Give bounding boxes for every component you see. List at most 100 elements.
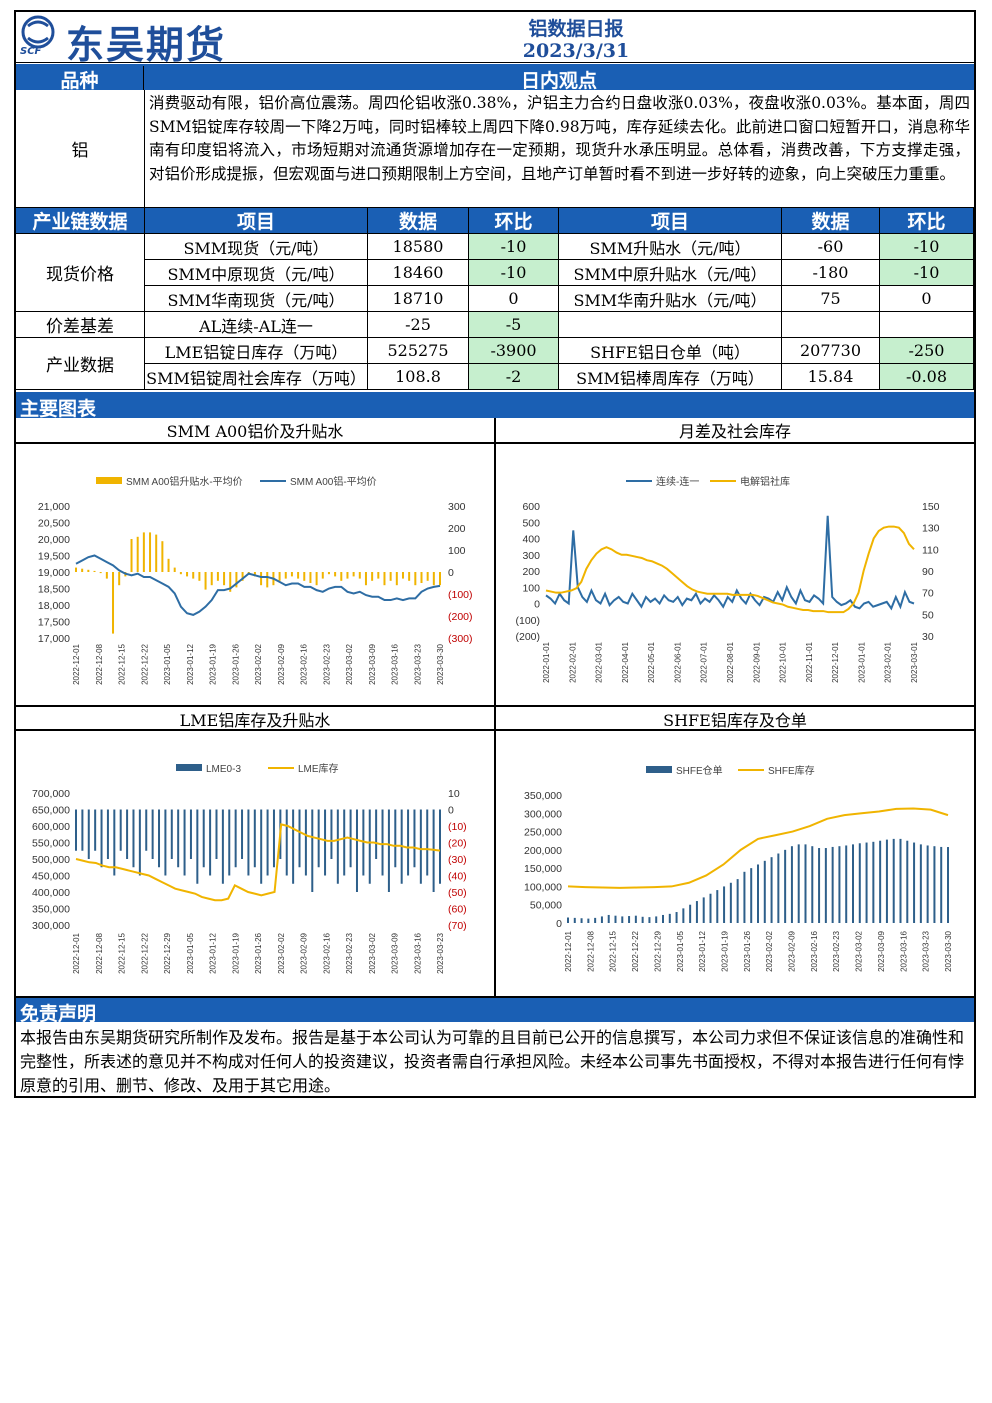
y-left-tick: (200) <box>515 631 540 643</box>
bar-mark <box>266 809 269 876</box>
bar-mark <box>87 809 90 859</box>
bar-mark <box>933 846 936 923</box>
bar-mark <box>235 572 238 588</box>
table-cell-item1: SMM现货（元/吨） <box>145 234 368 260</box>
table-cell-item1: LME铝锭日库存（万吨） <box>145 338 368 364</box>
bar-mark <box>879 840 882 923</box>
table-header-0: 产业链数据 <box>16 208 145 234</box>
bar-mark <box>858 843 861 923</box>
x-tick: 2022-02-01 <box>568 641 577 682</box>
bar-mark <box>229 572 232 592</box>
x-tick: 2023-02-23 <box>322 643 331 684</box>
disclaimer-title: 免责声明 <box>20 1003 97 1025</box>
x-tick: 2023-03-09 <box>391 932 400 973</box>
bar-mark <box>797 844 800 923</box>
bar-mark <box>414 572 417 586</box>
group-name: 现货价格 <box>16 234 145 312</box>
x-tick: 2022-11-01 <box>805 641 814 682</box>
x-tick: 2023-03-02 <box>368 932 377 973</box>
x-tick: 2023-02-09 <box>300 932 309 973</box>
y-right-tick: (30) <box>448 854 467 866</box>
bar-mark <box>600 916 603 923</box>
x-tick: 2023-01-05 <box>186 932 195 973</box>
bar-mark <box>573 917 576 923</box>
x-tick: 2022-12-15 <box>118 932 127 973</box>
x-tick: 2023-02-09 <box>788 930 797 971</box>
y-left-tick: 18,500 <box>38 584 70 596</box>
bar-mark <box>885 839 888 923</box>
bar-mark <box>872 841 875 923</box>
bar-mark <box>297 572 300 579</box>
bar-mark <box>93 570 96 572</box>
chart-vdivider <box>494 418 496 1002</box>
y-left-tick: 500 <box>522 517 540 529</box>
table-cell-val2: 15.84 <box>782 364 880 390</box>
bar-mark <box>426 572 429 581</box>
bar-mark <box>845 845 848 923</box>
bar-mark <box>947 847 949 923</box>
legend-label: LME库存 <box>298 762 339 775</box>
bar-mark <box>729 882 732 923</box>
x-tick: 2023-01-01 <box>857 641 866 682</box>
table-cell-item2 <box>559 312 782 338</box>
report-frame: SCF 东吴期货 铝数据日报 2023/3/31 品种 日内观点 铝 消费驱动有… <box>14 10 976 1098</box>
x-tick: 2023-03-09 <box>877 930 886 971</box>
x-tick: 2023-03-23 <box>436 932 445 973</box>
table-cell-chg1: -10 <box>469 260 559 286</box>
bar-mark <box>587 918 590 923</box>
y-left-tick: 200,000 <box>524 845 562 857</box>
x-tick: 2023-01-19 <box>231 932 240 973</box>
bar-mark <box>607 914 610 923</box>
legend-label: SMM A00铝升贴水-平均价 <box>126 475 243 488</box>
table-cell-item1: SMM中原现货（元/吨） <box>145 260 368 286</box>
bar-mark <box>75 567 77 572</box>
bar-mark <box>278 572 281 581</box>
bar-mark <box>94 809 97 851</box>
bar-mark <box>364 572 367 586</box>
x-tick: 2023-02-23 <box>832 930 841 971</box>
y-left-tick: 350,000 <box>32 904 70 916</box>
bar-mark <box>401 572 404 579</box>
y-right-tick: 90 <box>922 566 934 578</box>
series-line <box>567 807 949 889</box>
bar-mark <box>81 809 84 851</box>
legend-swatch <box>176 764 202 771</box>
bar-mark <box>105 572 108 579</box>
bar-mark <box>358 572 361 579</box>
bar-mark <box>614 915 617 923</box>
bar-mark <box>192 572 195 579</box>
bar-mark <box>346 572 349 579</box>
y-left-tick: 500,000 <box>32 854 70 866</box>
chart-spread-stock: 连续-连一 电解铝社库 600 500 400 300 200 100 0 (100) (200) 1… <box>515 475 939 683</box>
group-name: 产业数据 <box>16 338 145 390</box>
x-tick: 2023-02-16 <box>322 932 331 973</box>
table-cell-chg1: 0 <box>469 286 559 312</box>
bar-mark <box>368 809 371 884</box>
x-tick: 2023-03-16 <box>391 643 400 684</box>
table-cell-chg2 <box>880 312 974 338</box>
x-tick: 2023-02-02 <box>254 643 263 684</box>
y-left-tick: 600 <box>522 501 540 513</box>
y-right-tick: 0 <box>448 805 454 817</box>
bar-mark <box>209 809 212 876</box>
legend-label: SHFE仓单 <box>676 764 723 777</box>
logo: SCF 东吴期货 <box>16 12 476 67</box>
bar-mark <box>852 844 854 923</box>
bar-mark <box>695 901 698 923</box>
bar-mark <box>215 809 218 859</box>
bar-mark <box>126 809 129 859</box>
table-cell-val1: -25 <box>368 312 469 338</box>
table-header-6: 环比 <box>880 208 974 234</box>
table-cell-val1: 18460 <box>368 260 469 286</box>
bar-mark <box>940 846 943 923</box>
table-header-3: 环比 <box>469 208 559 234</box>
table-cell-item2: SHFE铝日仓单（吨） <box>559 338 782 364</box>
x-tick: 2022-12-29 <box>653 930 662 971</box>
x-tick: 2022-08-01 <box>726 641 735 682</box>
bar-mark <box>161 541 164 572</box>
bar-mark <box>186 572 189 577</box>
chart-lme: LME0-3 LME库存 700,000 650,000 600,000 550,000 5… <box>32 762 467 974</box>
bar-mark <box>81 568 84 572</box>
x-tick: 2023-03-09 <box>368 643 377 684</box>
bar-mark <box>196 809 199 884</box>
